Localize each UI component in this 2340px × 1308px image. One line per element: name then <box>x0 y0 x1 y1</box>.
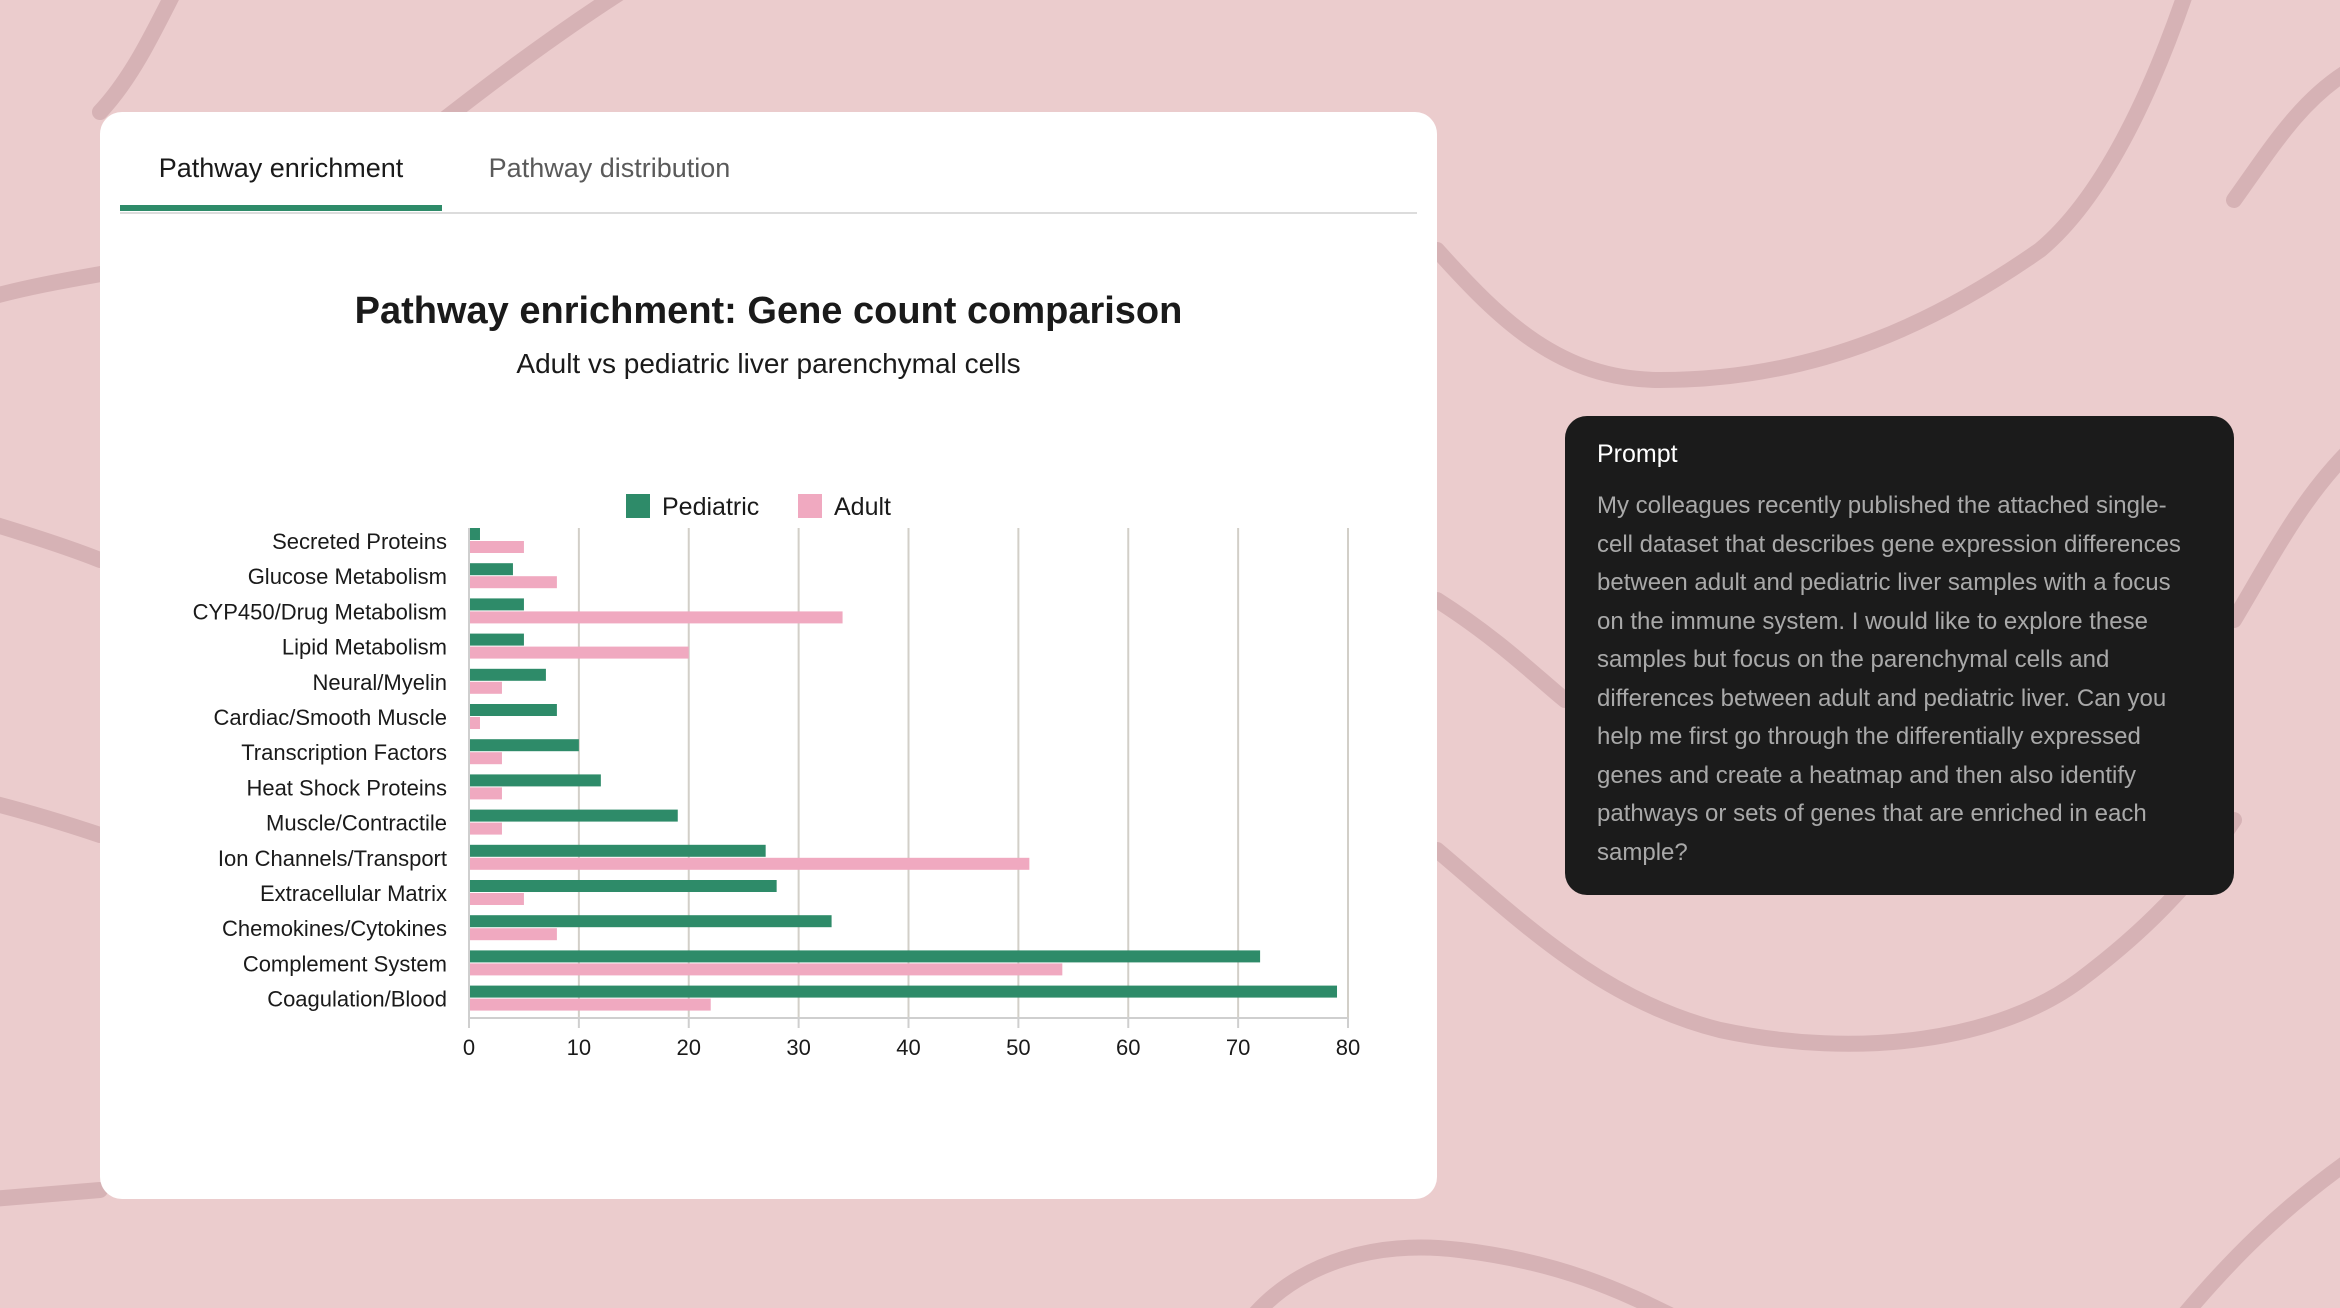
bar-adult <box>469 576 557 589</box>
bar-adult <box>469 998 711 1011</box>
chart-card: Pathway enrichment Pathway distribution … <box>100 112 1437 1199</box>
bar-pediatric <box>469 985 1338 998</box>
x-tick-label: 80 <box>1336 1035 1360 1060</box>
bar-adult <box>469 717 480 729</box>
prompt-panel: Prompt My colleagues recently published … <box>1565 416 2234 895</box>
x-tick-label: 60 <box>1116 1035 1140 1060</box>
category-label: Chemokines/Cytokines <box>222 916 447 941</box>
bar-adult <box>469 681 502 694</box>
bar-adult <box>469 963 1063 976</box>
bar-adult <box>469 822 502 835</box>
category-label: Complement System <box>243 951 447 976</box>
bar-pediatric <box>469 950 1261 963</box>
bar-adult <box>469 646 689 659</box>
x-tick-label: 50 <box>1006 1035 1030 1060</box>
category-label: Lipid Metabolism <box>282 635 447 660</box>
bar-adult <box>469 752 502 765</box>
bar-pediatric <box>469 844 766 857</box>
bar-adult <box>469 857 1030 870</box>
category-label: Muscle/Contractile <box>266 811 447 836</box>
chart-subtitle: Adult vs pediatric liver parenchymal cel… <box>516 348 1021 379</box>
category-label: Cardiac/Smooth Muscle <box>213 705 447 730</box>
bar-pediatric <box>469 739 579 752</box>
legend-label-pediatric: Pediatric <box>662 493 759 521</box>
bar-chart: Secreted Proteins Glucose Metabolism CYP45… <box>193 493 1361 1060</box>
category-label: Transcription Factors <box>241 740 447 765</box>
legend-label-adult: Adult <box>834 493 891 521</box>
bar-pediatric <box>469 704 557 716</box>
category-label: Secreted Proteins <box>272 529 447 554</box>
x-tick-label: 40 <box>896 1035 920 1060</box>
bar-adult <box>469 611 843 624</box>
tab-pathway-distribution[interactable]: Pathway distribution <box>488 153 731 183</box>
bar-pediatric <box>469 563 513 576</box>
chart-title: Pathway enrichment: Gene count compariso… <box>354 290 1183 332</box>
category-label: Extracellular Matrix <box>260 881 447 906</box>
bar-adult <box>469 928 557 941</box>
bar-pediatric <box>469 633 524 646</box>
prompt-text: My colleagues recently published the att… <box>1597 492 2181 866</box>
bar-pediatric <box>469 915 832 928</box>
x-tick-label: 30 <box>786 1035 810 1060</box>
bar-pediatric <box>469 880 777 892</box>
tab-bar: Pathway enrichment Pathway distribution <box>120 112 1417 214</box>
bar-adult <box>469 787 502 800</box>
category-label: Neural/Myelin <box>313 670 448 695</box>
category-label: CYP450/Drug Metabolism <box>193 599 447 624</box>
bar-adult <box>469 893 524 905</box>
x-tick-label: 70 <box>1226 1035 1250 1060</box>
legend-swatch-pediatric <box>626 494 650 518</box>
tab-pathway-enrichment[interactable]: Pathway enrichment <box>120 112 442 211</box>
legend-swatch-adult <box>798 494 822 518</box>
bar-pediatric <box>469 668 546 681</box>
bar-adult <box>469 541 524 553</box>
bar-pediatric <box>469 598 524 611</box>
category-label: Ion Channels/Transport <box>218 846 447 871</box>
bar-pediatric <box>469 774 601 787</box>
bar-pediatric <box>469 809 678 822</box>
category-label: Glucose Metabolism <box>248 564 447 589</box>
x-tick-label: 0 <box>463 1035 475 1060</box>
x-tick-label: 10 <box>567 1035 591 1060</box>
bar-pediatric <box>469 528 480 540</box>
x-tick-label: 20 <box>677 1035 701 1060</box>
prompt-label: Prompt <box>1597 440 1678 468</box>
category-label: Heat Shock Proteins <box>246 775 447 800</box>
category-label: Coagulation/Blood <box>267 987 447 1012</box>
